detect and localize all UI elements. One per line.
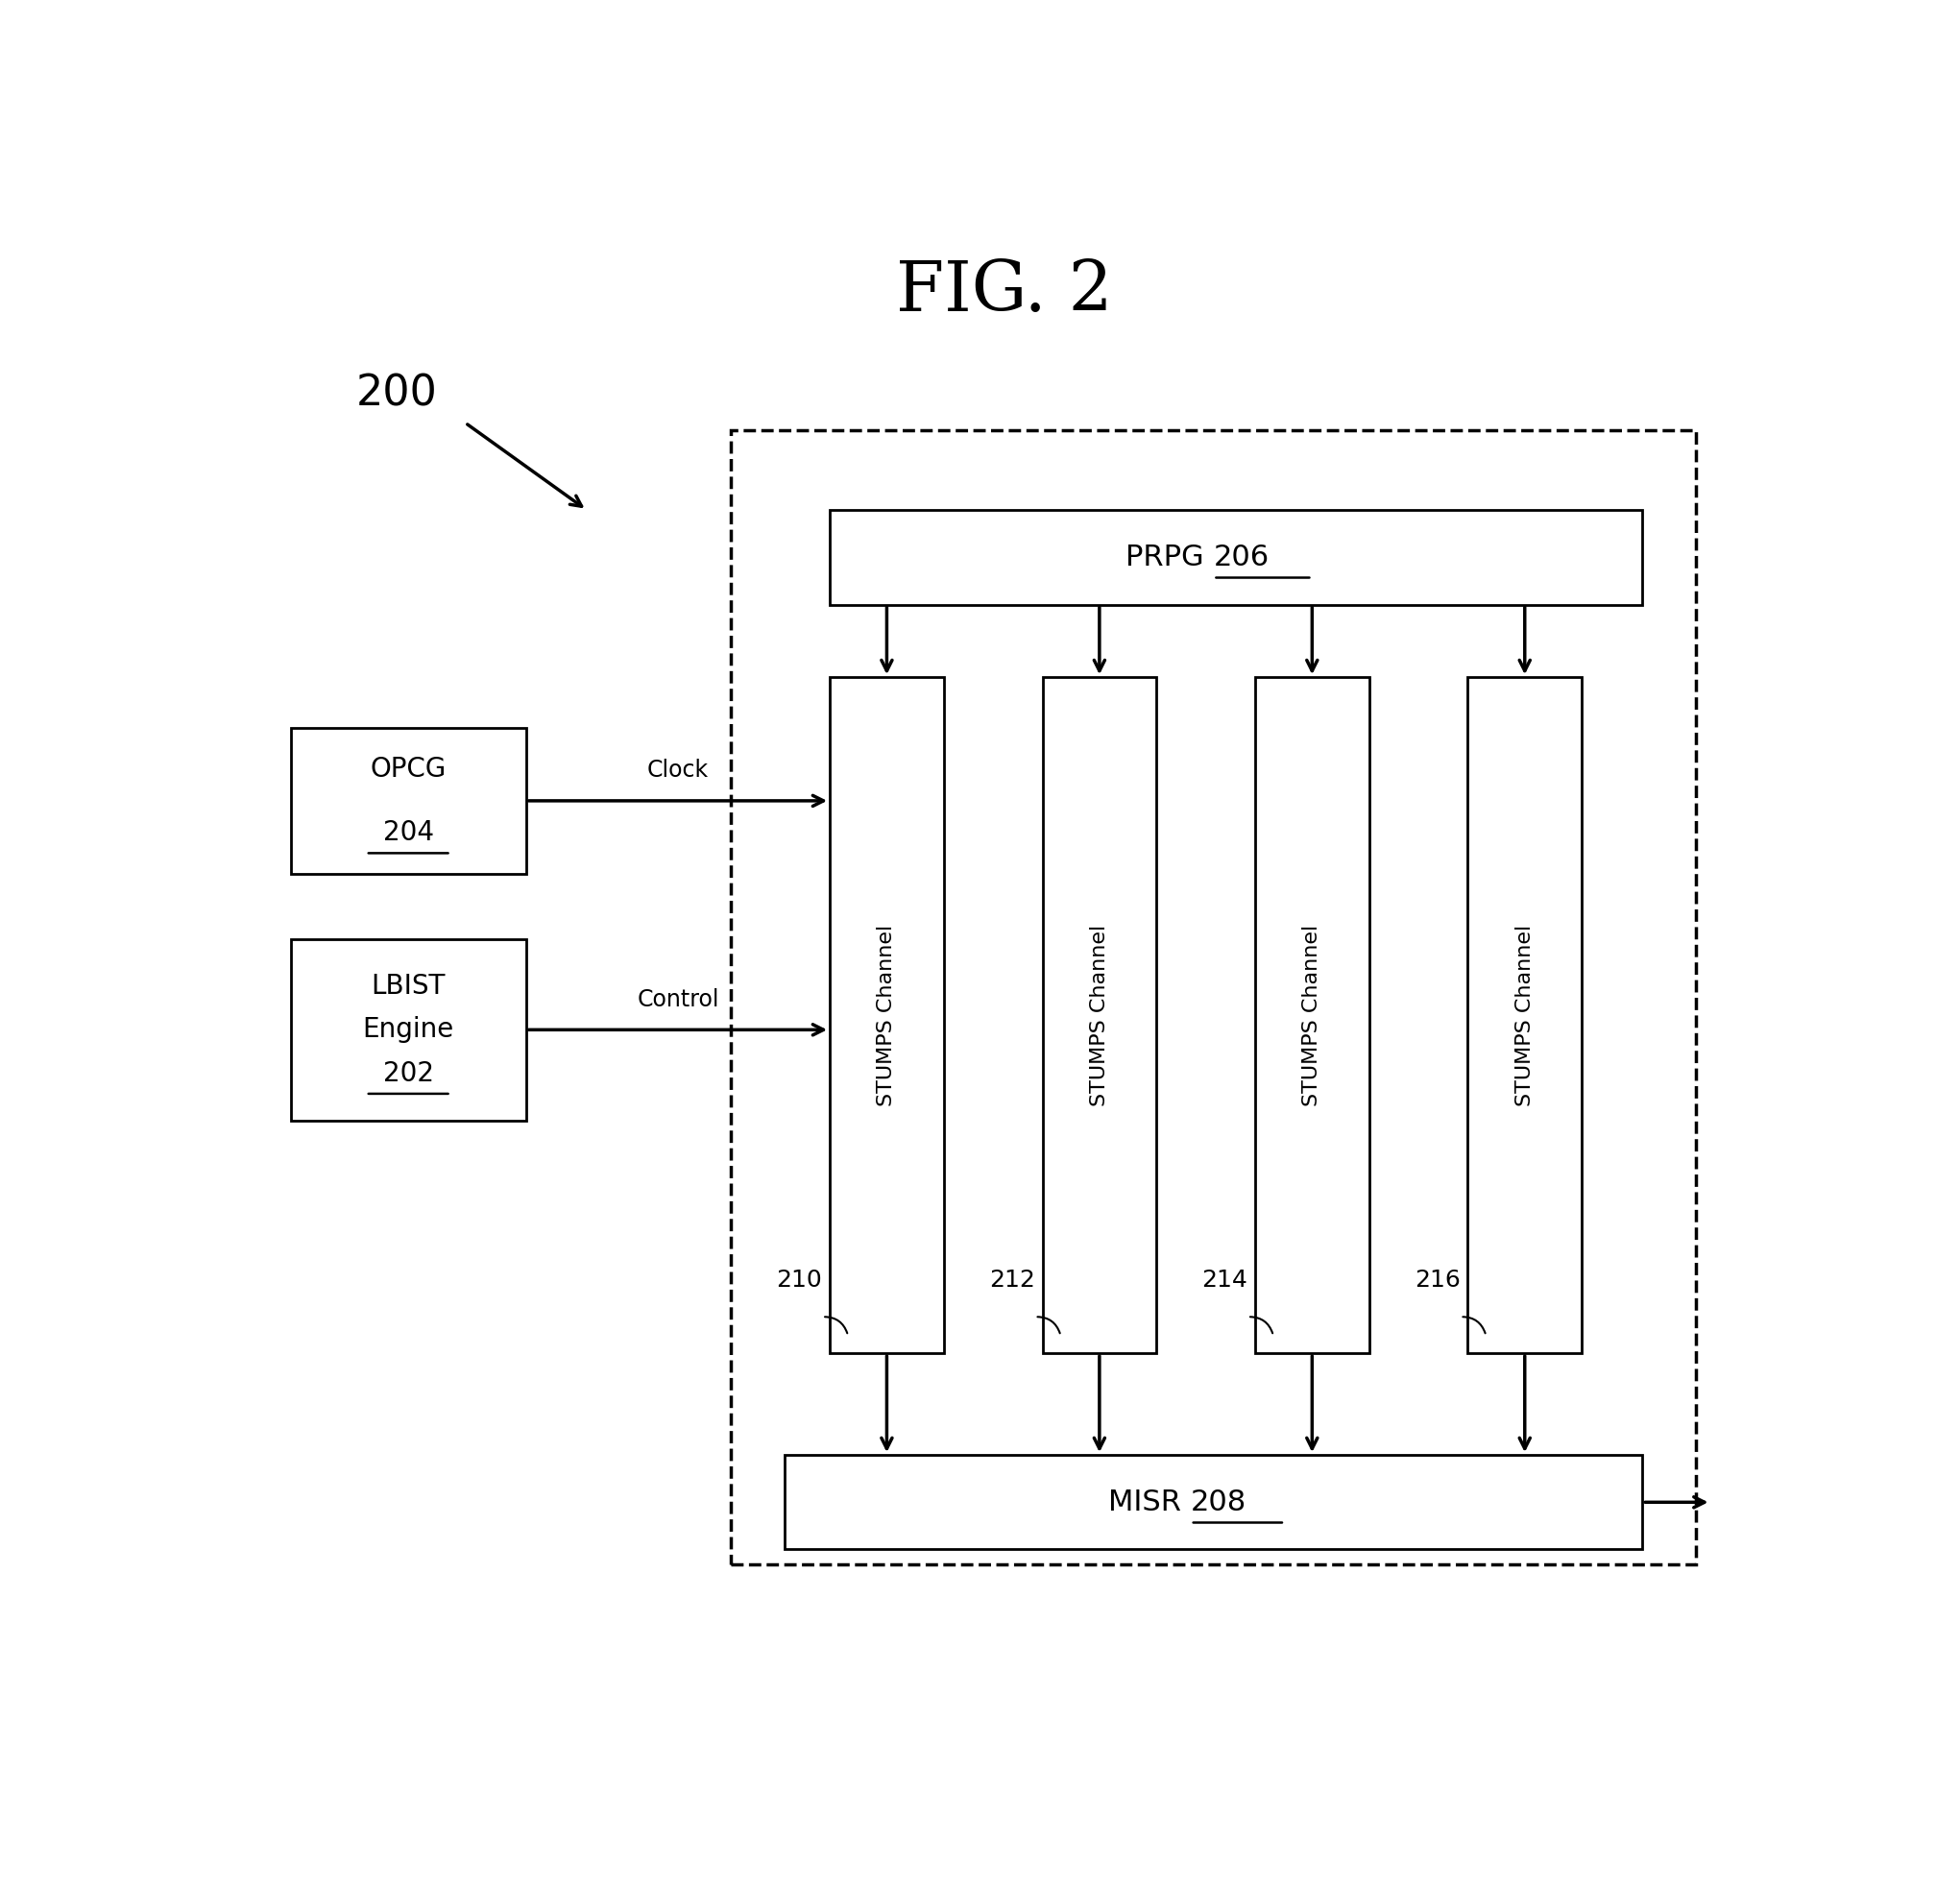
Text: STUMPS Channel: STUMPS Channel [1303, 925, 1321, 1106]
Text: PRPG: PRPG [1125, 544, 1213, 572]
Text: LBIST: LBIST [370, 972, 445, 999]
Text: Control: Control [637, 987, 719, 1010]
Text: FIG. 2: FIG. 2 [896, 259, 1113, 327]
Bar [829, 510, 1642, 604]
Text: MISR: MISR [1107, 1488, 1190, 1516]
Bar [731, 430, 1695, 1563]
Text: 208: 208 [1190, 1488, 1247, 1516]
Text: 212: 212 [990, 1269, 1035, 1291]
Bar [829, 678, 945, 1354]
Text: STUMPS Channel: STUMPS Channel [1515, 925, 1535, 1106]
Text: 202: 202 [382, 1059, 433, 1087]
Text: STUMPS Channel: STUMPS Channel [1090, 925, 1109, 1106]
Bar [290, 938, 525, 1121]
Bar [290, 729, 525, 874]
Bar [1468, 678, 1582, 1354]
Text: 204: 204 [382, 819, 433, 846]
Text: 200: 200 [357, 374, 437, 413]
Text: 214: 214 [1201, 1269, 1249, 1291]
Bar [1254, 678, 1368, 1354]
Text: Engine: Engine [363, 1016, 455, 1044]
Bar [1043, 678, 1156, 1354]
Text: Clock: Clock [647, 759, 710, 782]
Text: OPCG: OPCG [370, 755, 447, 782]
Text: STUMPS Channel: STUMPS Channel [878, 925, 896, 1106]
Text: 210: 210 [776, 1269, 823, 1291]
Text: 216: 216 [1415, 1269, 1460, 1291]
Text: 206: 206 [1213, 544, 1270, 572]
Bar [784, 1456, 1642, 1550]
